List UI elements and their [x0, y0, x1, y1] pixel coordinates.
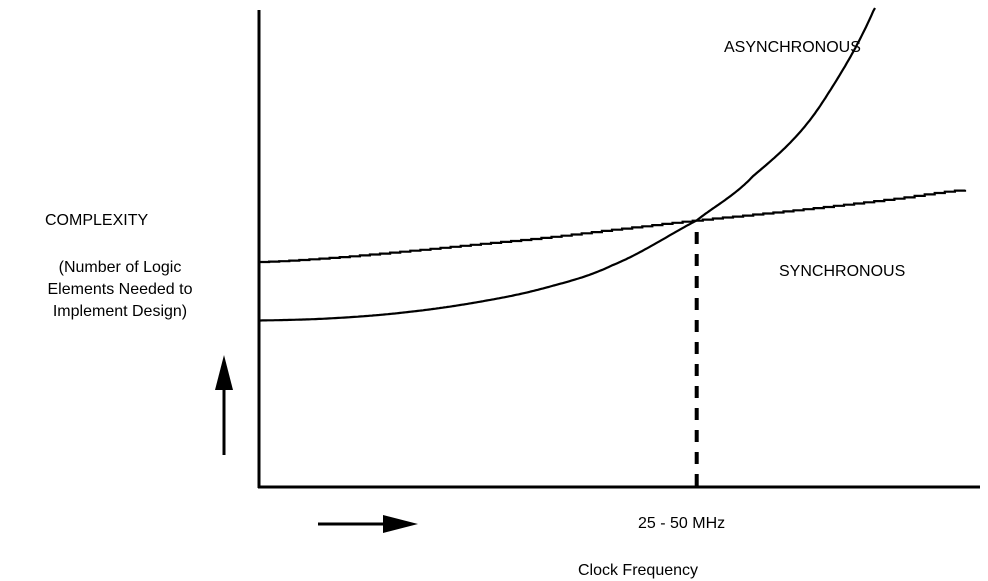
y-axis-label: COMPLEXITY	[45, 212, 148, 229]
series-line-asynchronous	[259, 7, 876, 322]
y-axis-note-line-2: Elements Needed to	[48, 281, 193, 298]
y-axis-arrow-icon	[215, 355, 233, 455]
x-marker-label: 25 - 50 MHz	[638, 515, 725, 532]
series-label-asynchronous: ASYNCHRONOUS	[724, 39, 861, 56]
y-axis-note-line-1: (Number of Logic	[59, 259, 182, 276]
series-line-synchronous	[259, 189, 967, 264]
x-axis-arrow-icon	[318, 515, 418, 533]
series-label-synchronous: SYNCHRONOUS	[779, 263, 905, 280]
x-axis-label: Clock Frequency	[578, 562, 698, 579]
y-axis-note-line-3: Implement Design)	[53, 303, 187, 320]
